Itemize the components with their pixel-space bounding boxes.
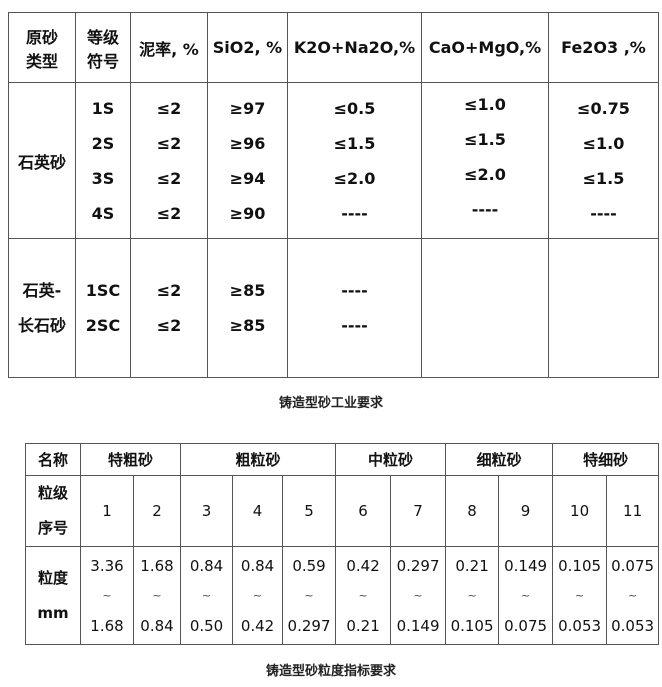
size-cell: 0.075 ~0.053 (606, 546, 660, 645)
size-lower: 0.053 (558, 616, 602, 635)
size-cell: 0.42 ~0.21 (335, 546, 392, 645)
sio2-cell: ≥97 ≥96 ≥94 ≥90 (207, 82, 288, 239)
size-upper: 0.149 (504, 556, 548, 575)
size-tilde: ~ (252, 588, 263, 602)
size-tilde: ~ (413, 588, 423, 602)
sio2-cell: ≥85 ≥85 (207, 238, 288, 378)
size-upper: 0.84 (189, 556, 224, 575)
header-cao: CaO+MgO,% (421, 12, 549, 83)
size-upper: 0.21 (455, 556, 489, 575)
size-tilde: ~ (152, 588, 162, 602)
size-cell: 0.21 ~0.105 (445, 546, 500, 645)
grade-cell: 10 (552, 475, 608, 547)
size-upper: 3.36 (90, 556, 124, 575)
size-cell: 0.105 ~0.053 (552, 546, 608, 645)
grade-cell: 8 (445, 475, 500, 547)
grade-cell: 11 (606, 475, 660, 547)
size-lower: 0.21 (346, 616, 380, 635)
size-lower: 0.42 (240, 616, 275, 635)
size-lower: 0.105 (450, 616, 494, 635)
grade-cell: 1 (80, 475, 134, 547)
grade-cell: 4 (232, 475, 284, 547)
name-row: 名称 特粗砂 粗粒砂 中粒砂 细粒砂 特细砂 (25, 443, 660, 476)
mud-cell: ≤2 ≤2 ≤2 ≤2 (130, 82, 208, 239)
size-upper: 0.297 (396, 556, 440, 575)
grade-cell: 1SC 2SC (75, 238, 131, 378)
size-tilde: ~ (467, 588, 477, 602)
size-lower: 0.84 (140, 616, 174, 635)
size-tilde: ~ (358, 588, 368, 602)
size-cell: 1.68 ~0.84 (132, 546, 182, 645)
industrial-requirements-table: 原砂 类型 等级 符号 泥率, % SiO2, % K2O+Na2O,% CaO+M… (8, 12, 659, 378)
size-cell: 3.36 ~1.68 (80, 546, 134, 645)
type-cell: 石英砂 (8, 82, 76, 239)
size-upper: 0.075 (611, 556, 655, 575)
size-tilde: ~ (627, 588, 638, 602)
size-upper: 0.59 (292, 556, 326, 575)
grade-cell: 1S 2S 3S 4S (75, 82, 131, 239)
size-upper: 0.42 (346, 556, 380, 575)
grade-cell: 3 (180, 475, 234, 547)
group-cell: 中粒砂 (335, 443, 447, 476)
size-lower: 0.149 (396, 616, 440, 635)
k2o-cell: ≤0.5 ≤1.5 ≤2.0 ---- (287, 82, 422, 239)
size-cell: 0.84 ~0.42 (232, 546, 284, 645)
size-cell: 0.149 ~0.075 (498, 546, 554, 645)
grade-cell: 5 (282, 475, 337, 547)
size-row: 粒度 mm 3.36 ~1.68 1.68 ~0.84 0.84 ~0.50 0.84 ~0.4… (25, 546, 660, 645)
header-sio2: SiO2, % (207, 12, 288, 83)
size-lower: 0.297 (287, 616, 331, 635)
grain-size-table: 名称 特粗砂 粗粒砂 中粒砂 细粒砂 特细砂 粒级 序号 1 2 3 4 5 6 7 8 9 10 1… (25, 443, 660, 645)
header-k2o: K2O+Na2O,% (287, 12, 422, 83)
size-tilde: ~ (304, 588, 314, 602)
size-lower: 0.075 (504, 616, 548, 635)
size-cell: 0.297 ~0.149 (390, 546, 447, 645)
header-sand-type: 原砂 类型 (8, 12, 76, 83)
size-cell: 0.59 ~0.297 (282, 546, 337, 645)
size-lower: 0.50 (189, 616, 224, 635)
quartz-sand-row: 石英砂 1S 2S 3S 4S ≤2 ≤2 ≤2 ≤2 ≥97 ≥96 ≥94 ≥90 ≤0.5 ≤… (8, 82, 659, 239)
size-lower: 0.053 (611, 616, 655, 635)
group-cell: 细粒砂 (445, 443, 554, 476)
table2-caption: 铸造型砂粒度指标要求 (265, 664, 396, 679)
grade-cell: 7 (390, 475, 447, 547)
size-tilde: ~ (574, 588, 585, 602)
size-cell: 0.84 ~0.50 (180, 546, 234, 645)
size-upper: 0.105 (558, 556, 602, 575)
size-tilde: ~ (520, 588, 531, 602)
size-tilde: ~ (201, 588, 212, 602)
size-upper: 1.68 (140, 556, 174, 575)
quartz-feldspar-row: 石英- 长石砂 1SC 2SC ≤2 ≤2 ≥85 ≥85 ---- ---- (8, 238, 659, 378)
grade-cell: 6 (335, 475, 392, 547)
mud-cell: ≤2 ≤2 (130, 238, 208, 378)
fe2o3-cell: ≤0.75 ≤1.0 ≤1.5 ---- (548, 82, 659, 239)
size-label: 粒度 mm (25, 546, 81, 645)
size-upper: 0.84 (240, 556, 275, 575)
header-mud: 泥率, % (130, 12, 208, 83)
grade-cell: 9 (498, 475, 554, 547)
grade-label: 粒级 序号 (25, 475, 81, 547)
fe2o3-cell (548, 238, 659, 378)
grade-row: 粒级 序号 1 2 3 4 5 6 7 8 9 10 11 (25, 475, 660, 547)
table1-caption: 铸造型砂工业要求 (278, 396, 383, 411)
header-grade: 等级 符号 (75, 12, 131, 83)
cao-cell: ≤1.0 ≤1.5 ≤2.0 ---- (421, 82, 549, 239)
name-label: 名称 (25, 443, 81, 476)
group-cell: 特细砂 (552, 443, 660, 476)
header-row: 原砂 类型 等级 符号 泥率, % SiO2, % K2O+Na2O,% CaO+M… (8, 12, 659, 83)
header-fe2o3: Fe2O3 ,% (548, 12, 659, 83)
type-cell: 石英- 长石砂 (8, 238, 76, 378)
size-lower: 1.68 (90, 616, 124, 635)
cao-cell (421, 238, 549, 378)
size-tilde: ~ (102, 588, 112, 602)
k2o-cell: ---- ---- (287, 238, 422, 378)
group-cell: 特粗砂 (79, 443, 182, 476)
grade-cell: 2 (132, 475, 182, 547)
group-cell: 粗粒砂 (180, 443, 337, 476)
